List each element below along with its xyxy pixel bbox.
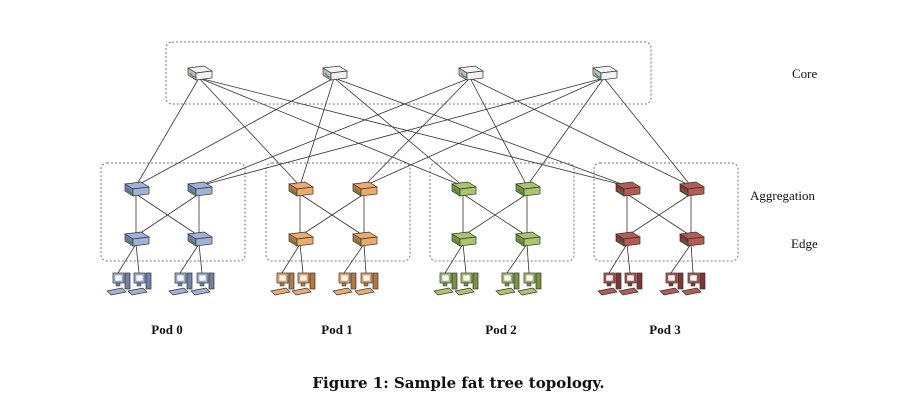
edge-switch	[614, 231, 642, 247]
core-aggregation-link	[299, 77, 335, 187]
host-computer-icon	[495, 272, 520, 296]
aggregation-edge-link	[299, 193, 365, 237]
core-aggregation-link	[198, 77, 471, 187]
host-computer-icon	[190, 272, 215, 296]
host-computer-icon	[270, 272, 295, 296]
edge-layer-label: Edge	[791, 236, 818, 251]
host-computer-icon	[127, 272, 152, 296]
edge-host-link	[363, 243, 367, 274]
aggregation-switch	[450, 181, 478, 197]
host-computer-icon	[354, 272, 379, 296]
aggregation-edge-link	[135, 193, 200, 237]
edge-host-link	[462, 243, 467, 274]
core-layer-label: Core	[792, 66, 818, 81]
edge-host-link	[670, 243, 692, 274]
edge-host-link	[135, 243, 140, 274]
edge-host-link	[526, 243, 530, 274]
core-switch	[457, 65, 485, 81]
edge-host-link	[198, 243, 203, 274]
host-computer-icon	[106, 272, 131, 296]
core-aggregation-link	[135, 77, 200, 187]
pod-label: Pod 1	[321, 322, 352, 337]
edge-switch	[514, 231, 542, 247]
edge-host-link	[626, 243, 631, 274]
edge-host-link	[608, 243, 628, 274]
core-group-box	[165, 41, 652, 105]
edge-switch	[450, 231, 478, 247]
pod-label: Pod 2	[485, 322, 516, 337]
core-aggregation-link	[333, 77, 628, 187]
core-aggregation-link	[198, 77, 628, 187]
pod-label: Pod 0	[151, 322, 182, 337]
host-computer-icon	[618, 272, 643, 296]
core-aggregation-link	[469, 77, 528, 187]
host-computer-icon	[681, 272, 706, 296]
host-computer-icon	[168, 272, 193, 296]
aggregation-switch	[287, 181, 315, 197]
core-aggregation-link	[135, 77, 335, 187]
host-computer-icon	[659, 272, 684, 296]
edge-switch	[351, 231, 379, 247]
host-computer-icon	[597, 272, 622, 296]
figure-caption: Figure 1: Sample fat tree topology.	[312, 374, 605, 392]
aggregation-edge-link	[462, 193, 528, 237]
edge-host-link	[690, 243, 694, 274]
core-aggregation-link	[603, 77, 692, 187]
aggregation-switch	[614, 181, 642, 197]
core-switch	[591, 65, 619, 81]
host-computer-icon	[433, 272, 458, 296]
edge-switch	[186, 231, 214, 247]
pod-group-box	[100, 162, 246, 262]
core-aggregation-link	[198, 77, 301, 187]
edge-switch	[287, 231, 315, 247]
core-aggregation-link	[469, 77, 692, 187]
host-computer-icon	[291, 272, 316, 296]
pod-label: Pod 3	[649, 322, 681, 337]
edge-host-link	[117, 243, 137, 274]
pod-group-box	[429, 162, 575, 262]
pod-group-box	[593, 162, 739, 262]
aggregation-switch	[678, 181, 706, 197]
core-aggregation-link	[333, 77, 464, 187]
core-aggregation-link	[198, 77, 464, 187]
aggregation-switch	[186, 181, 214, 197]
aggregation-switch	[123, 181, 151, 197]
core-aggregation-link	[526, 77, 605, 187]
edge-host-link	[281, 243, 301, 274]
host-computer-icon	[454, 272, 479, 296]
pod-group-box	[265, 162, 411, 262]
core-aggregation-link	[198, 77, 605, 187]
edge-switch	[678, 231, 706, 247]
edge-host-link	[179, 243, 200, 274]
edge-host-link	[343, 243, 365, 274]
core-switch	[321, 65, 349, 81]
host-computer-icon	[332, 272, 357, 296]
aggregation-layer-label: Aggregation	[750, 188, 815, 203]
aggregation-edge-link	[626, 193, 692, 237]
edge-switch	[123, 231, 151, 247]
aggregation-switch	[514, 181, 542, 197]
core-switch	[186, 65, 214, 81]
core-aggregation-link	[363, 77, 605, 187]
host-computer-icon	[517, 272, 542, 296]
aggregation-switch	[351, 181, 379, 197]
edge-host-link	[506, 243, 528, 274]
core-aggregation-link	[363, 77, 471, 187]
edge-host-link	[444, 243, 464, 274]
edge-host-link	[299, 243, 304, 274]
